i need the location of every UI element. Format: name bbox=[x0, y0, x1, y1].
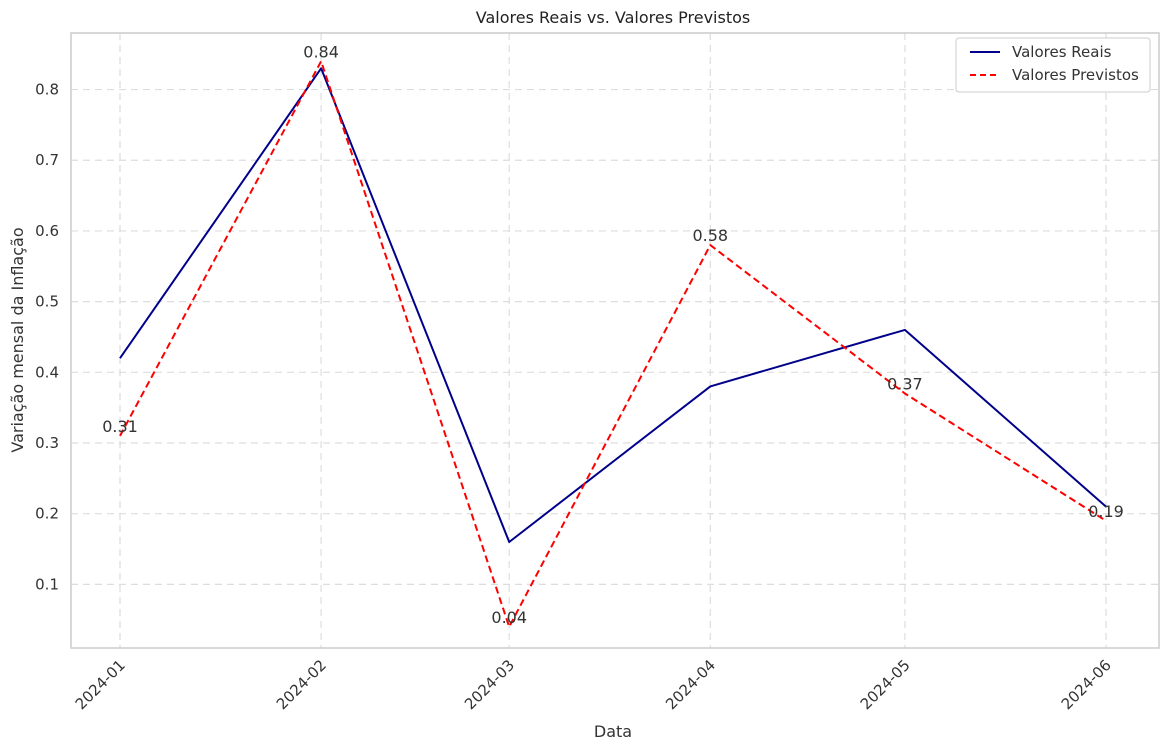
legend-label-valores-previstos: Valores Previstos bbox=[1012, 66, 1139, 84]
plot-area-frame bbox=[70, 32, 1160, 649]
x-tick-label: 2024-04 bbox=[662, 656, 719, 713]
x-axis-title: Data bbox=[594, 722, 632, 741]
y-tick-label: 0.5 bbox=[35, 293, 59, 311]
data-label: 0.31 bbox=[102, 417, 138, 436]
legend-box bbox=[955, 37, 1151, 93]
y-axis-ticks: 0.1 0.2 0.3 0.4 0.5 0.6 0.7 0.8 bbox=[35, 81, 59, 594]
data-label: 0.04 bbox=[491, 608, 527, 627]
y-tick-label: 0.6 bbox=[35, 222, 59, 240]
legend: Valores Reais Valores Previstos bbox=[955, 37, 1151, 93]
y-axis-title: Variação mensal da Inflação bbox=[8, 227, 27, 452]
x-tick-label: 2024-06 bbox=[1058, 656, 1115, 713]
data-label: 0.84 bbox=[303, 42, 339, 61]
x-axis-ticks: 2024-01 2024-02 2024-03 2024-04 2024-05 2024-… bbox=[72, 656, 1115, 713]
series-layer bbox=[119, 60, 1107, 628]
data-label: 0.19 bbox=[1088, 502, 1124, 521]
y-tick-label: 0.1 bbox=[35, 575, 59, 593]
x-tick-label: 2024-01 bbox=[72, 656, 129, 713]
y-tick-label: 0.2 bbox=[35, 505, 59, 523]
series-line-0 bbox=[119, 67, 1107, 543]
y-tick-label: 0.3 bbox=[35, 434, 59, 452]
data-label: 0.58 bbox=[692, 226, 728, 245]
data-label: 0.37 bbox=[887, 375, 923, 394]
grid bbox=[71, 33, 1159, 648]
series-line-1 bbox=[119, 60, 1107, 628]
legend-label-valores-reais: Valores Reais bbox=[1012, 43, 1112, 61]
data-labels: 0.31 0.84 0.04 0.58 0.37 0.19 bbox=[102, 42, 1124, 627]
y-tick-label: 0.8 bbox=[35, 81, 59, 99]
x-tick-label: 2024-02 bbox=[273, 656, 330, 713]
y-tick-label: 0.7 bbox=[35, 151, 59, 169]
x-tick-label: 2024-05 bbox=[857, 656, 914, 713]
x-tick-label: 2024-03 bbox=[461, 656, 518, 713]
chart-title: Valores Reais vs. Valores Previstos bbox=[476, 8, 750, 27]
y-tick-label: 0.4 bbox=[35, 363, 59, 381]
